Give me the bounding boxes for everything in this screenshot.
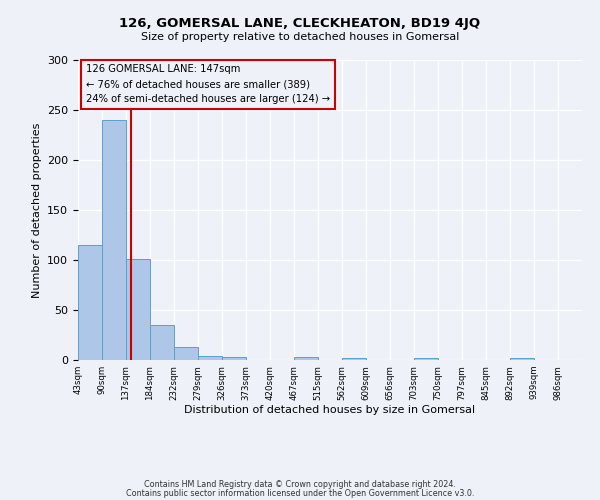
Bar xyxy=(510,358,534,360)
Bar xyxy=(126,259,150,360)
Bar xyxy=(174,347,198,360)
Bar xyxy=(342,358,366,360)
Y-axis label: Number of detached properties: Number of detached properties xyxy=(32,122,41,298)
Bar xyxy=(294,357,318,360)
Bar xyxy=(222,357,246,360)
Text: Contains public sector information licensed under the Open Government Licence v3: Contains public sector information licen… xyxy=(126,488,474,498)
Text: 126 GOMERSAL LANE: 147sqm
← 76% of detached houses are smaller (389)
24% of semi: 126 GOMERSAL LANE: 147sqm ← 76% of detac… xyxy=(86,64,329,104)
X-axis label: Distribution of detached houses by size in Gomersal: Distribution of detached houses by size … xyxy=(184,406,476,415)
Text: Size of property relative to detached houses in Gomersal: Size of property relative to detached ho… xyxy=(141,32,459,42)
Bar xyxy=(150,325,174,360)
Bar xyxy=(198,356,222,360)
Bar xyxy=(102,120,126,360)
Bar xyxy=(414,358,438,360)
Bar xyxy=(78,245,102,360)
Text: 126, GOMERSAL LANE, CLECKHEATON, BD19 4JQ: 126, GOMERSAL LANE, CLECKHEATON, BD19 4J… xyxy=(119,18,481,30)
Text: Contains HM Land Registry data © Crown copyright and database right 2024.: Contains HM Land Registry data © Crown c… xyxy=(144,480,456,489)
